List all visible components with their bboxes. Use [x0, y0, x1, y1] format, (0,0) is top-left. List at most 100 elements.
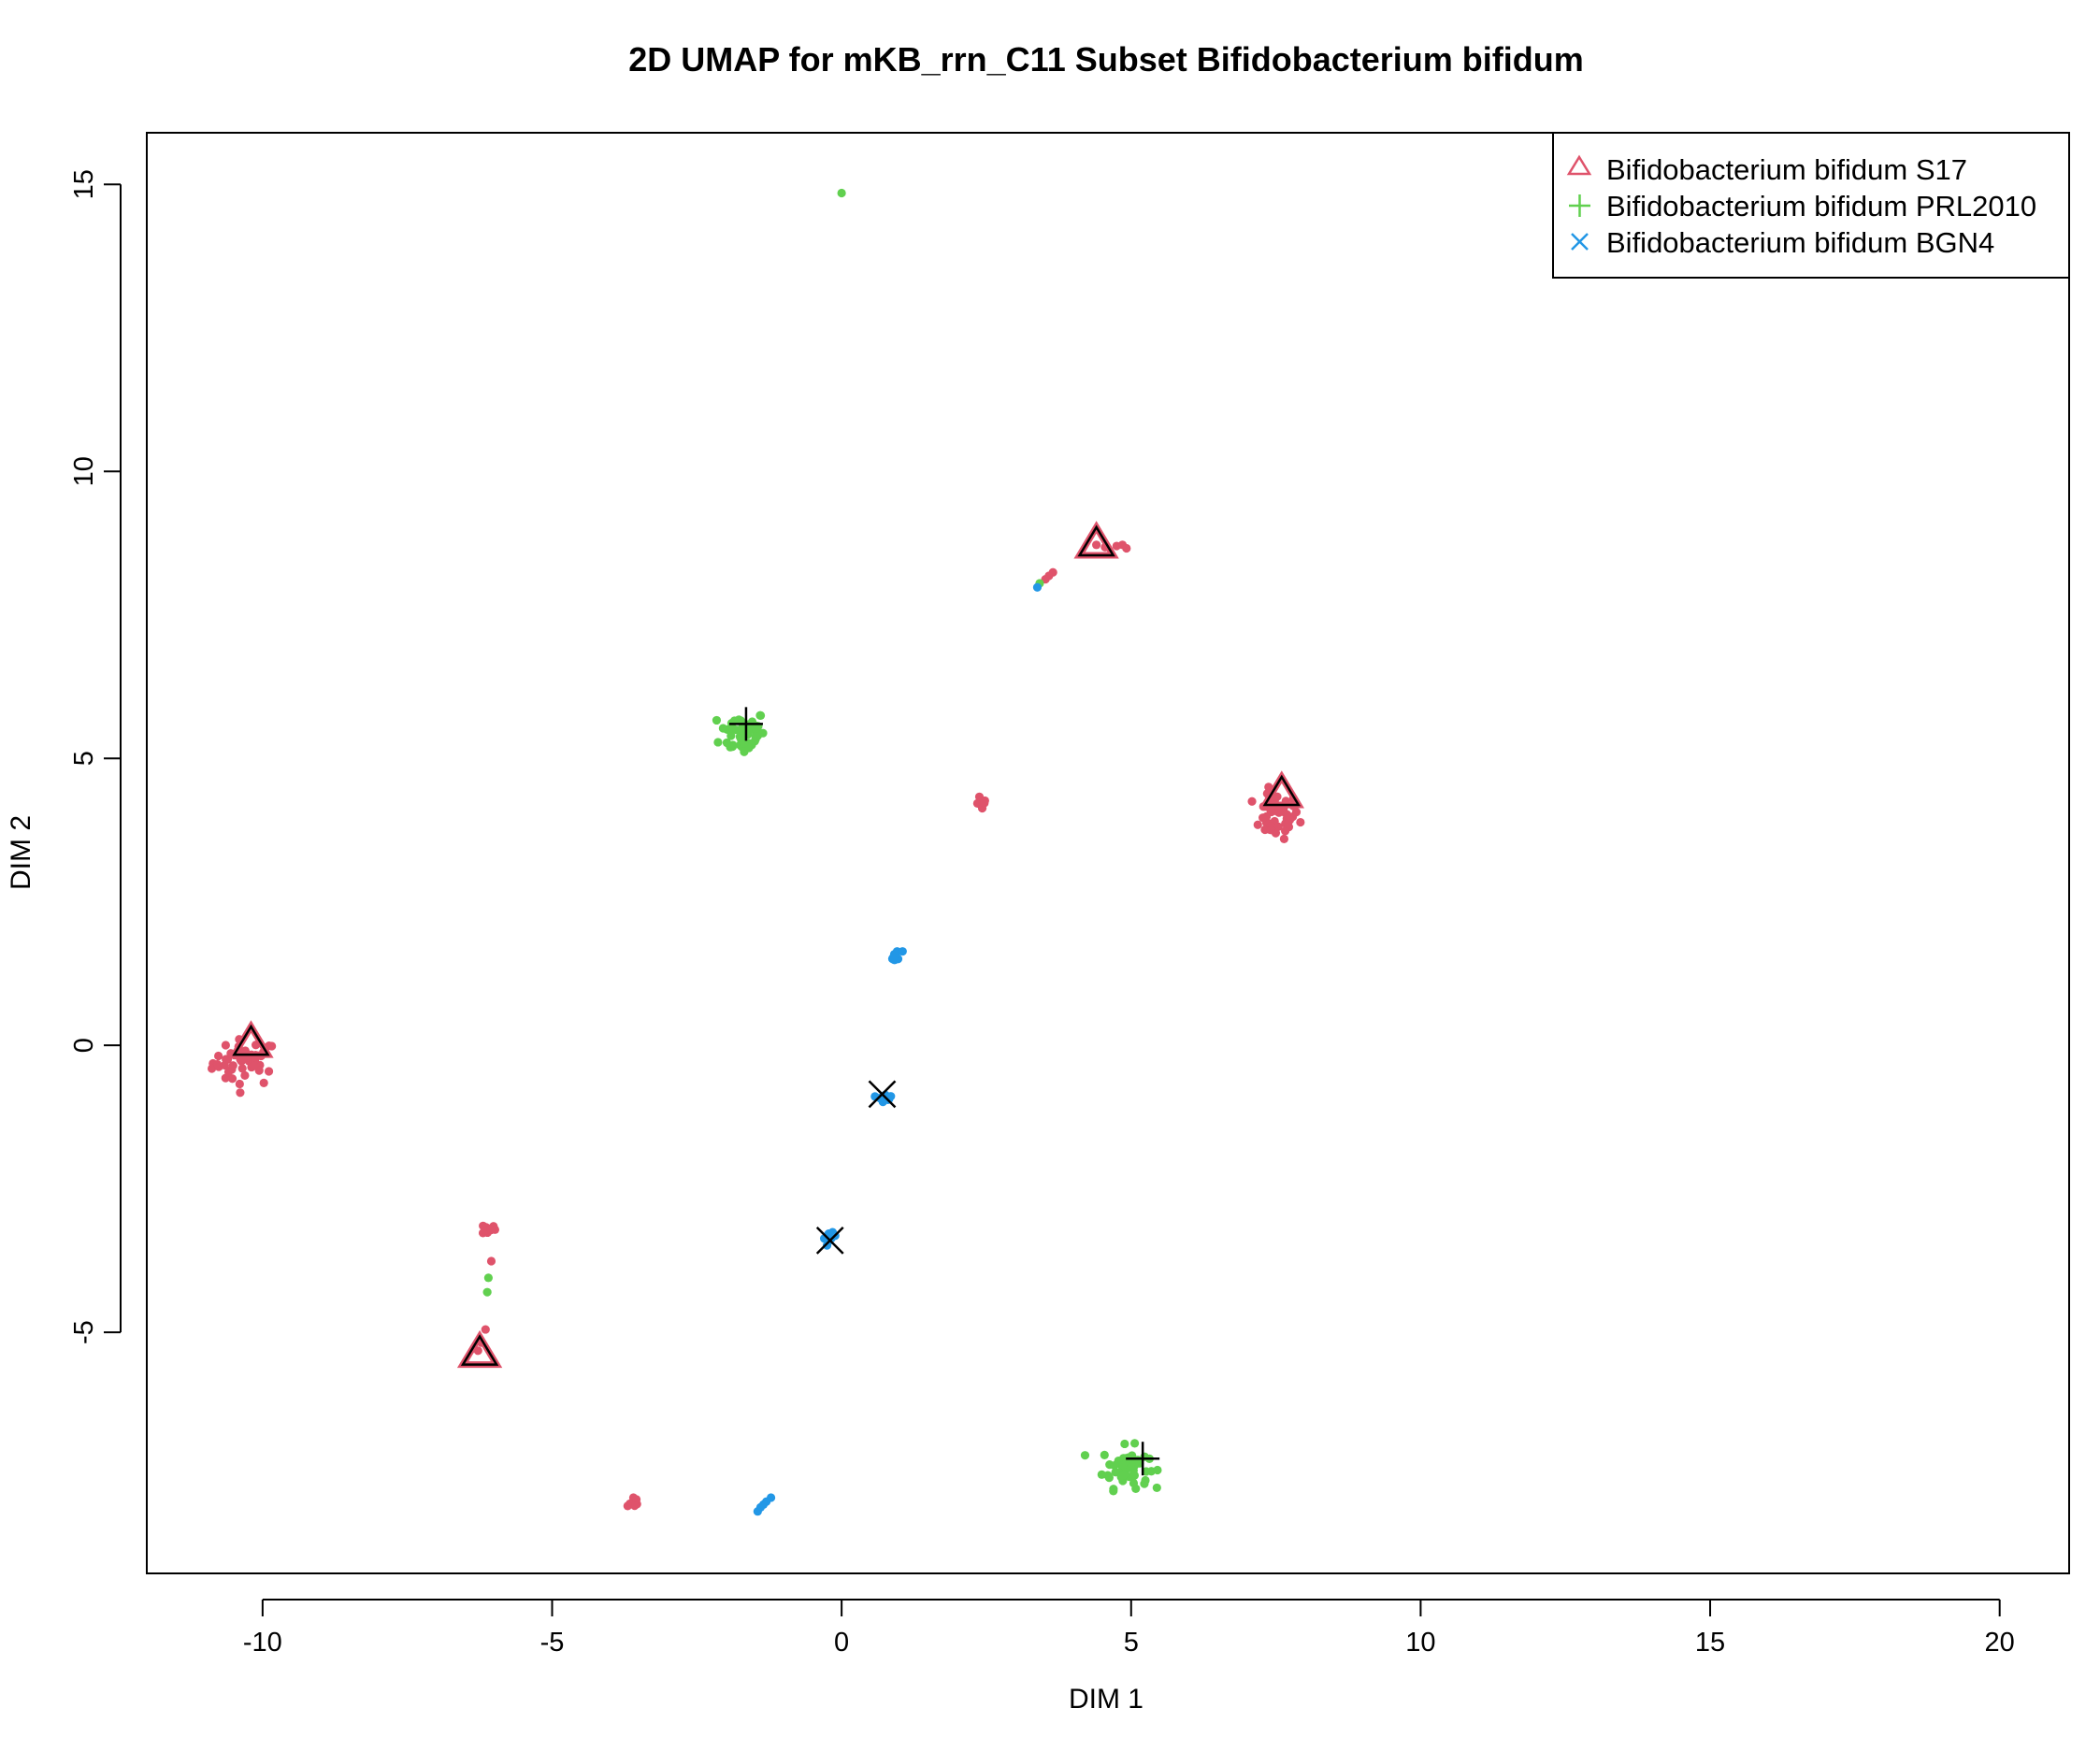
legend-item-bgn4: Bifidobacterium bifidum BGN4 — [1571, 226, 1994, 259]
x-tick-label: -5 — [540, 1628, 565, 1658]
legend-item-s17: Bifidobacterium bifidum S17 — [1566, 153, 1967, 186]
data-point — [822, 1241, 832, 1250]
centroid-triangle-marker — [460, 1334, 499, 1366]
data-point — [223, 1068, 234, 1077]
centroid-triangle-marker — [1077, 524, 1115, 557]
data-point — [1129, 1478, 1139, 1488]
data-point — [758, 728, 768, 738]
data-point — [1152, 1483, 1161, 1493]
data-point — [1279, 834, 1288, 843]
data-point — [980, 798, 989, 808]
data-point — [259, 1078, 268, 1088]
x-axis: -10 -5 0 5 10 15 20 — [243, 1599, 2015, 1658]
centroid-plus-marker — [1126, 1442, 1160, 1476]
legend: Bifidobacterium bifidum S17 Bifidobacter… — [1552, 132, 2070, 279]
x-tick-label: 10 — [1405, 1628, 1435, 1658]
data-point — [630, 1500, 640, 1511]
centroid-triangle-marker — [1262, 774, 1301, 807]
y-tick-label: 15 — [69, 169, 99, 199]
data-point — [227, 1074, 237, 1084]
data-point — [1032, 582, 1043, 592]
data-point — [887, 954, 898, 964]
data-point — [755, 711, 765, 720]
data-point — [267, 1041, 277, 1051]
data-point — [1266, 825, 1275, 835]
data-point — [1259, 813, 1268, 823]
legend-label-s17: Bifidobacterium bifidum S17 — [1606, 153, 1967, 186]
data-points — [207, 188, 1305, 1516]
centroid-cross-marker — [815, 1227, 844, 1255]
data-point — [237, 1064, 247, 1073]
centroid-markers — [228, 521, 1304, 1476]
data-point — [837, 188, 846, 198]
data-point — [1118, 1460, 1128, 1470]
data-point — [1296, 817, 1305, 827]
data-point — [221, 1041, 230, 1050]
plus-icon — [1569, 194, 1590, 217]
data-point — [1110, 1461, 1119, 1471]
y-axis-label: DIM 2 — [6, 815, 36, 890]
data-point — [235, 1079, 244, 1089]
chart-title: 2D UMAP for mKB_rrn_C11 Subset Bifidobac… — [628, 40, 1584, 79]
data-point — [236, 1088, 245, 1098]
data-point — [486, 1256, 496, 1266]
x-tick-label: 0 — [834, 1628, 849, 1658]
data-point — [740, 739, 749, 748]
data-point — [766, 1493, 776, 1502]
x-tick-label: 5 — [1124, 1628, 1139, 1658]
data-point — [483, 1273, 493, 1283]
data-point — [712, 715, 722, 725]
data-point — [1283, 819, 1293, 828]
data-point — [1129, 1439, 1140, 1448]
data-point — [482, 1287, 492, 1297]
data-point — [1119, 1471, 1129, 1480]
data-point — [1247, 797, 1257, 806]
data-point — [1129, 1471, 1140, 1480]
legend-label-prl2010: Bifidobacterium bifidum PRL2010 — [1606, 190, 2036, 223]
data-point — [264, 1067, 274, 1076]
data-point — [1282, 810, 1292, 819]
data-point — [1140, 1479, 1149, 1488]
centroid-triangle-marker — [232, 1024, 270, 1056]
data-point — [1122, 543, 1131, 553]
data-point — [726, 731, 736, 740]
data-point — [751, 732, 760, 741]
data-point — [1253, 820, 1262, 829]
centroid-cross-marker — [868, 1080, 897, 1109]
data-point — [481, 1325, 490, 1334]
data-point — [1080, 1451, 1090, 1460]
x-tick-label: 15 — [1695, 1628, 1725, 1658]
data-point — [1153, 1465, 1162, 1475]
series-1-points — [482, 188, 1162, 1496]
data-point — [758, 1500, 769, 1509]
data-point — [753, 1507, 762, 1516]
x-tick-label: 20 — [1985, 1628, 2015, 1658]
y-tick-label: 5 — [69, 751, 99, 766]
data-point — [1118, 1454, 1129, 1463]
y-tick-label: -5 — [69, 1320, 99, 1344]
data-point — [726, 742, 735, 752]
triangle-icon — [1566, 154, 1592, 176]
data-point — [1280, 826, 1290, 836]
data-point — [732, 725, 741, 735]
data-point — [718, 724, 727, 733]
series-0-points — [207, 540, 1305, 1511]
data-point — [1266, 806, 1275, 815]
data-point — [1120, 1439, 1129, 1449]
legend-item-prl2010: Bifidobacterium bifidum PRL2010 — [1569, 190, 2036, 223]
y-axis: -5 0 5 10 15 — [69, 169, 122, 1344]
y-tick-label: 10 — [69, 456, 99, 486]
x-tick-label: -10 — [243, 1628, 282, 1658]
data-point — [486, 1225, 496, 1234]
data-point — [1111, 1468, 1120, 1477]
data-point — [1142, 1467, 1151, 1476]
data-point — [212, 1059, 223, 1069]
legend-label-bgn4: Bifidobacterium bifidum BGN4 — [1606, 226, 1994, 259]
legend-box — [1552, 132, 2070, 279]
data-point — [240, 1070, 250, 1080]
data-point — [249, 1061, 259, 1070]
cross-icon — [1571, 233, 1589, 251]
data-point — [1109, 1486, 1118, 1496]
